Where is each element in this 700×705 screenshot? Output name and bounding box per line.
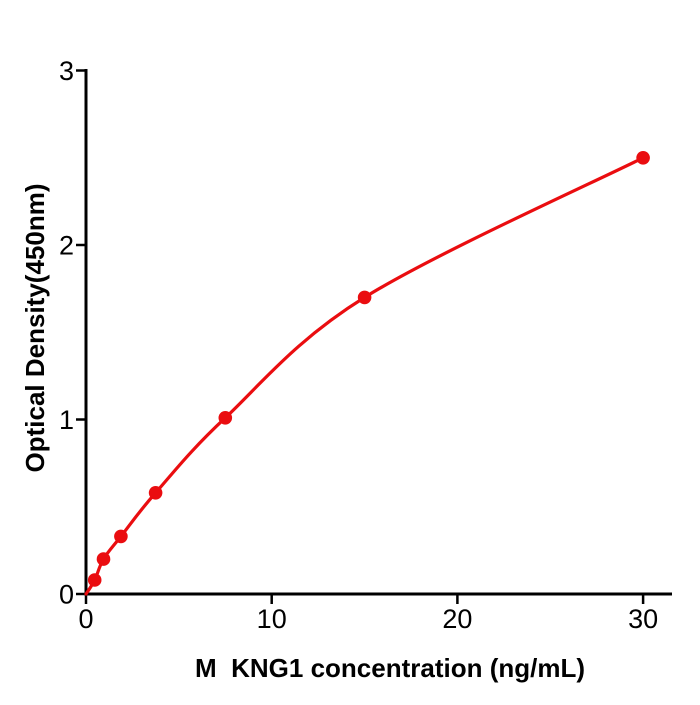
x-tick-label: 0 bbox=[78, 604, 93, 634]
axes: 0 10 20 30 0 1 2 3 bbox=[59, 56, 672, 634]
y-tick-label: 3 bbox=[59, 56, 74, 86]
data-point bbox=[114, 529, 128, 544]
x-tick-label: 30 bbox=[628, 604, 658, 634]
data-point bbox=[357, 290, 372, 305]
y-tick-label: 0 bbox=[59, 580, 74, 610]
x-axis-label: M KNG1 concentration (ng/mL) bbox=[195, 653, 585, 683]
data-point bbox=[87, 573, 102, 587]
y-tick-label: 2 bbox=[59, 231, 74, 261]
x-tick-label: 10 bbox=[257, 604, 287, 634]
x-tick-label: 20 bbox=[442, 604, 472, 634]
data-point bbox=[148, 486, 163, 500]
y-axis-label: Optical Density(450nm) bbox=[20, 184, 50, 473]
data-point bbox=[218, 411, 233, 425]
data-point bbox=[636, 151, 650, 165]
data-point bbox=[96, 552, 111, 566]
standard-curve-line bbox=[84, 156, 645, 596]
y-tick-label: 1 bbox=[59, 405, 74, 435]
plot-area bbox=[84, 151, 650, 596]
